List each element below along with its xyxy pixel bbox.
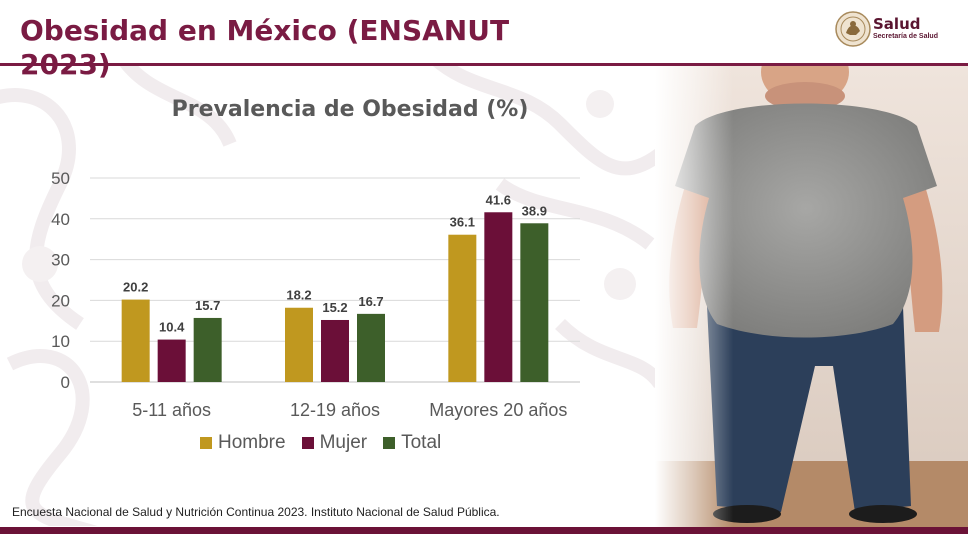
y-tick-label: 30 xyxy=(51,251,70,270)
government-seal-icon xyxy=(835,11,871,47)
bar-total xyxy=(520,223,549,382)
source-citation: Encuesta Nacional de Salud y Nutrición C… xyxy=(12,505,500,519)
data-label: 10.4 xyxy=(159,320,185,335)
legend-label: Total xyxy=(401,432,442,453)
y-tick-label: 50 xyxy=(51,169,70,188)
bar-chart: 0 10 20 30 40 50 20.2 10.4 15.7 5-11 años 18.2 15.2… xyxy=(51,169,580,420)
data-label: 16.7 xyxy=(358,294,383,309)
y-tick-label: 40 xyxy=(51,210,70,229)
logo-name: Salud xyxy=(873,15,921,33)
legend-label: Mujer xyxy=(319,432,368,453)
person-photo-icon xyxy=(655,66,968,527)
bar-mujer xyxy=(321,319,349,382)
legend-item-mujer: Mujer xyxy=(301,432,368,454)
title-divider xyxy=(0,63,968,66)
data-label: 15.2 xyxy=(322,300,347,315)
footer-bar xyxy=(0,527,968,534)
y-tick-label: 0 xyxy=(61,373,70,392)
chart-legend: Hombre Mujer Total xyxy=(200,432,441,454)
data-label: 20.2 xyxy=(123,280,148,295)
bar-total xyxy=(193,317,222,382)
data-label: 41.6 xyxy=(486,192,511,207)
x-tick-label: 12-19 años xyxy=(290,400,380,420)
bar-hombre xyxy=(285,307,313,382)
chart-title: Prevalencia de Obesidad (%) xyxy=(171,97,529,122)
bar-total xyxy=(357,313,385,382)
legend-label: Hombre xyxy=(218,432,286,453)
logo-subtitle: Secretaría de Salud xyxy=(873,33,938,40)
legend-swatch xyxy=(383,437,396,449)
x-tick-label: Mayores 20 años xyxy=(429,400,567,420)
x-tick-label: 5-11 años xyxy=(132,400,211,420)
legend-item-total: Total xyxy=(383,432,441,454)
slide-title: Obesidad en México (ENSANUT 2023) xyxy=(20,14,510,81)
y-tick-label: 20 xyxy=(51,291,70,310)
bar-mujer xyxy=(157,339,186,382)
legend-item-hombre: Hombre xyxy=(200,432,286,454)
bar-hombre xyxy=(448,234,477,382)
legend-swatch xyxy=(301,437,314,449)
data-label: 15.7 xyxy=(195,298,220,313)
legend-swatch xyxy=(200,437,212,449)
data-label: 38.9 xyxy=(522,203,547,218)
background-pattern xyxy=(0,64,655,526)
bar-hombre xyxy=(121,299,150,382)
data-label: 36.1 xyxy=(450,215,475,230)
data-label: 18.2 xyxy=(286,288,311,303)
y-tick-label: 10 xyxy=(51,332,70,351)
logo: Salud Secretaría de Salud xyxy=(835,11,955,49)
bar-mujer xyxy=(484,212,513,382)
